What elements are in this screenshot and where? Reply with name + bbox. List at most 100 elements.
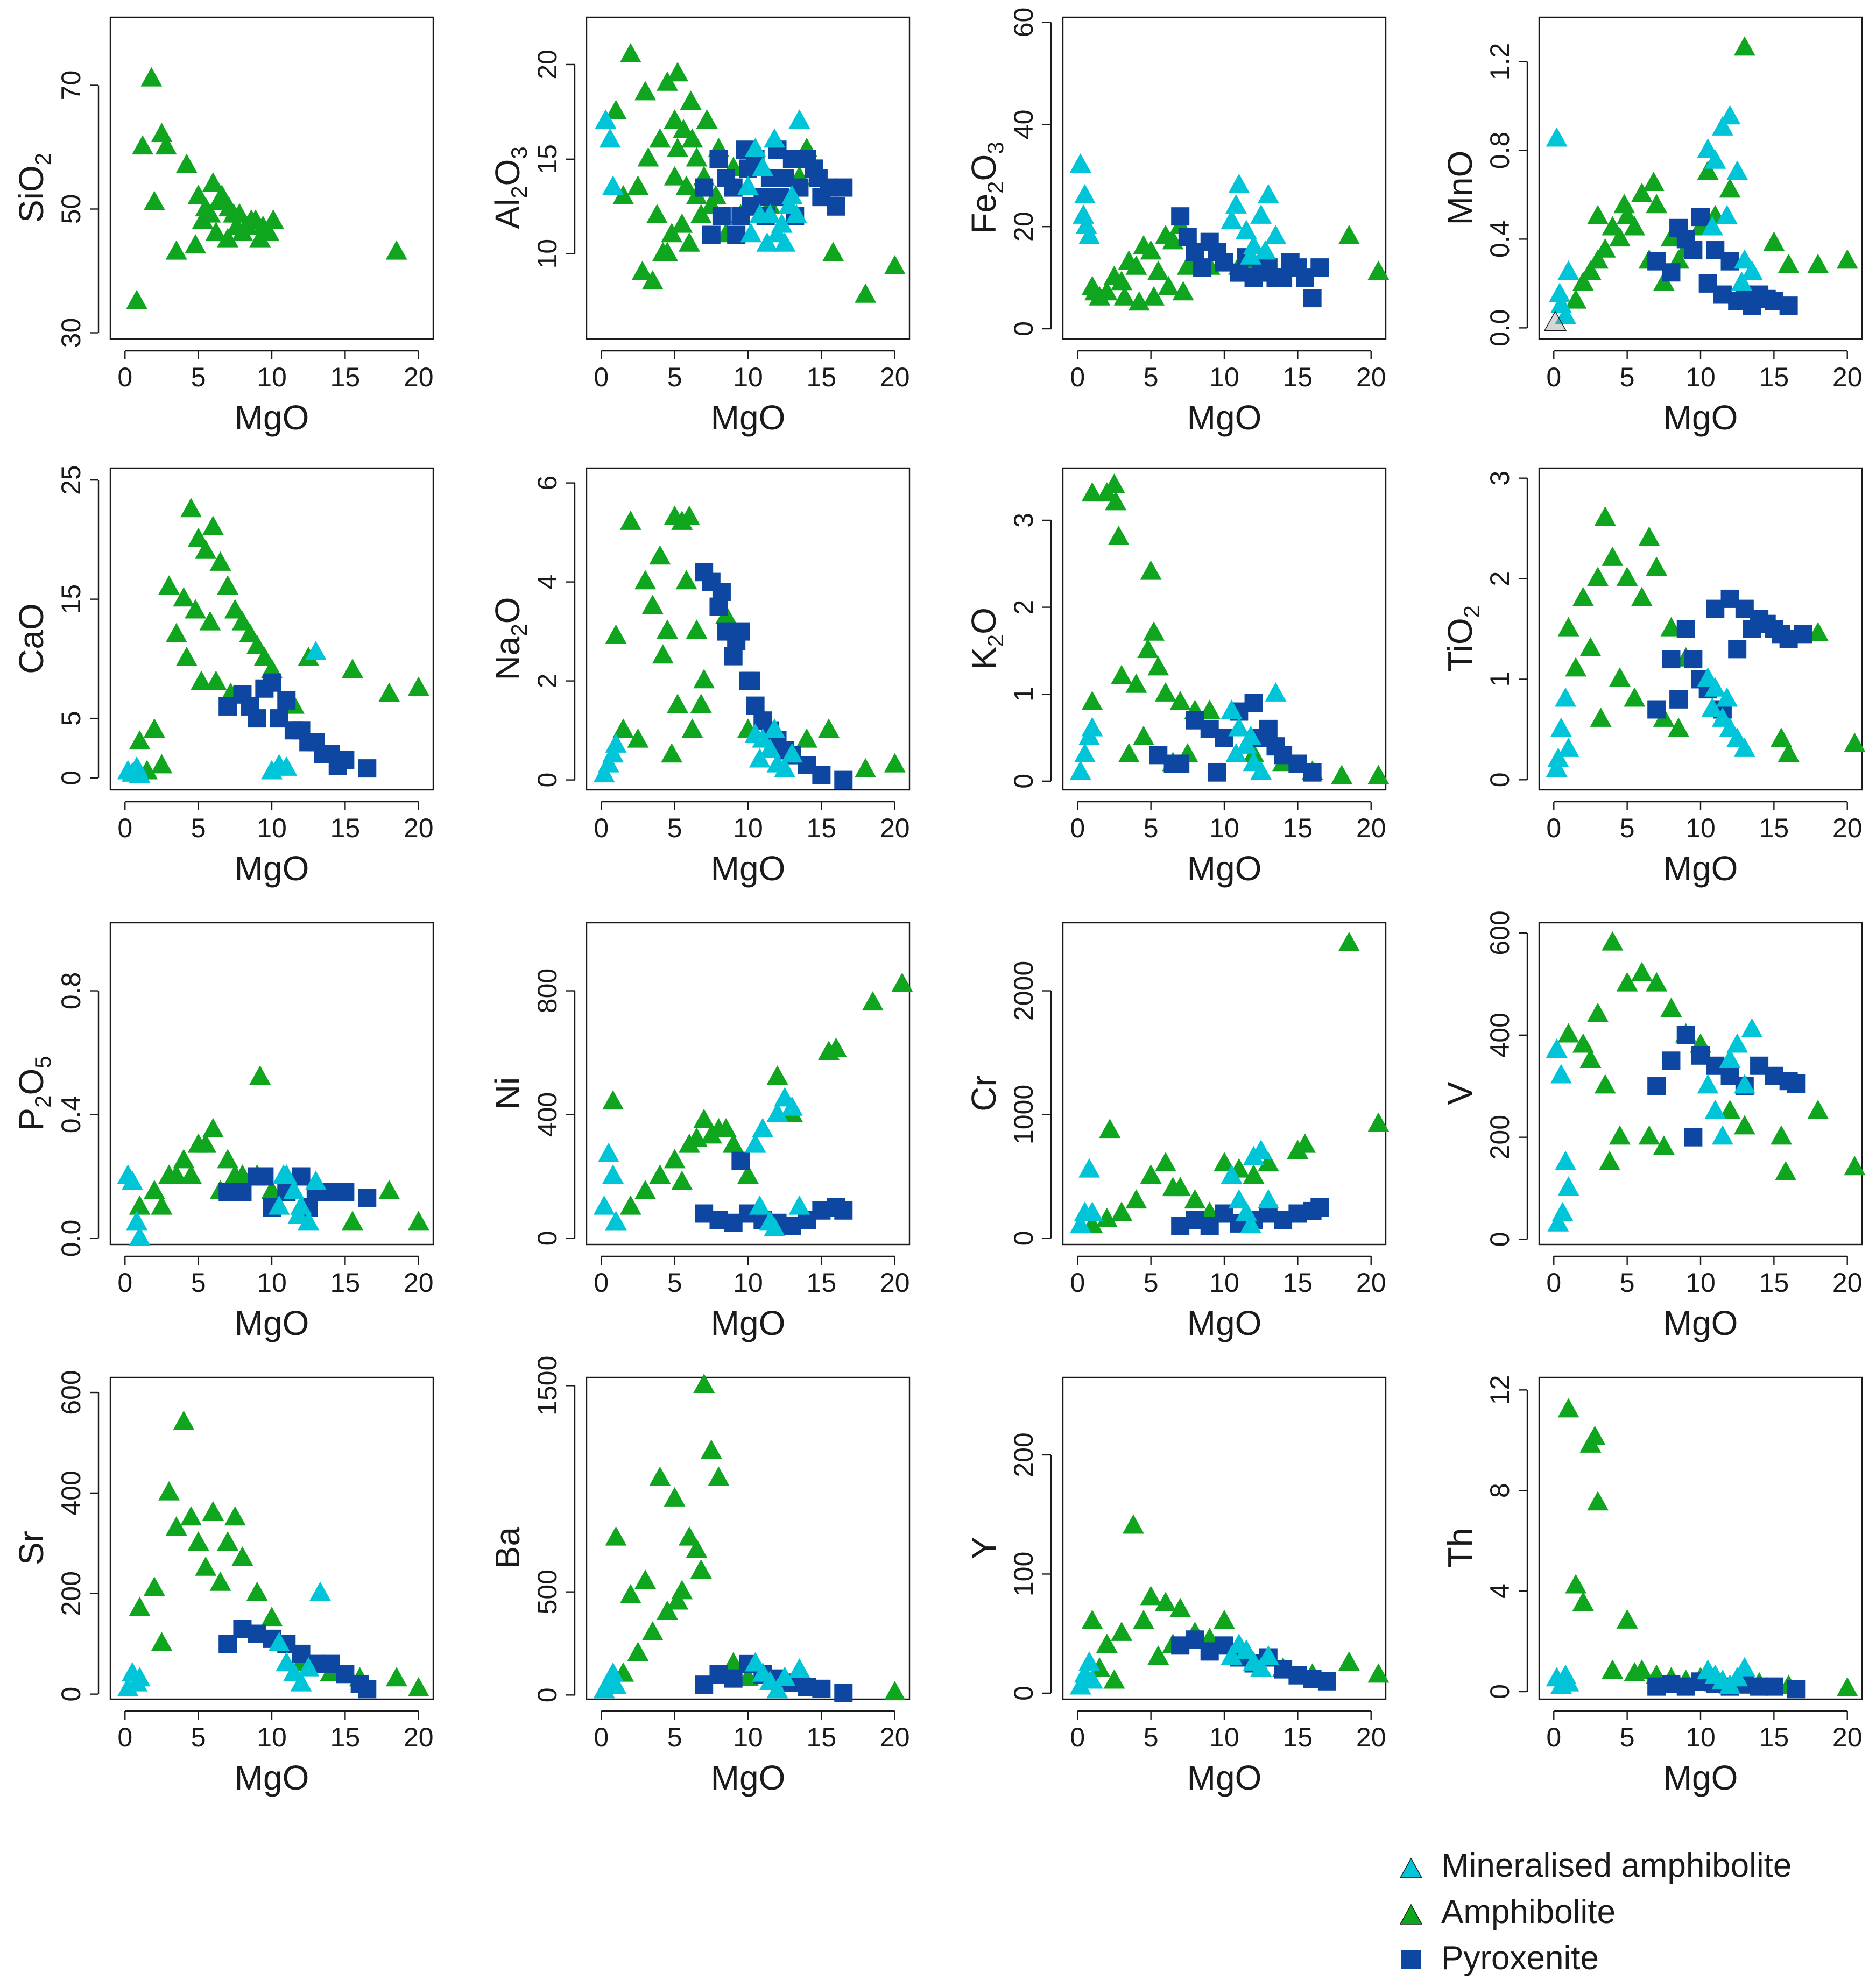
data-point	[597, 1142, 619, 1162]
data-point	[1587, 1002, 1609, 1022]
data-point	[253, 647, 276, 667]
data-point	[737, 1164, 759, 1184]
data-point	[1642, 171, 1665, 191]
data-point	[1243, 235, 1265, 254]
x-tick-label: 10	[1209, 362, 1239, 392]
data-point	[378, 1179, 400, 1199]
data-point	[231, 1546, 253, 1566]
x-tick-label: 5	[1144, 813, 1159, 843]
data-point	[1733, 737, 1755, 757]
data-point	[1147, 1645, 1169, 1665]
data-point	[774, 232, 796, 252]
data-point	[1143, 286, 1165, 306]
data-point	[1250, 204, 1272, 224]
plot-frame	[1538, 1376, 1863, 1700]
data-point	[378, 682, 400, 702]
data-point	[261, 1179, 283, 1199]
x-axis-label: MgO	[235, 1758, 309, 1797]
data-point	[195, 539, 217, 559]
data-point	[834, 770, 853, 789]
data-point	[749, 204, 771, 224]
data-point	[276, 756, 298, 776]
data-point	[1598, 1150, 1620, 1170]
series-amphibolite	[1081, 473, 1390, 784]
data-point	[208, 190, 230, 210]
data-point	[1555, 1150, 1577, 1170]
data-point	[272, 1164, 294, 1184]
data-point	[1118, 743, 1140, 763]
x-tick-label: 0	[117, 362, 132, 392]
data-point	[132, 135, 153, 155]
data-point	[1140, 1586, 1162, 1606]
data-point	[187, 527, 209, 547]
data-point	[151, 1631, 173, 1651]
data-point	[1214, 1609, 1235, 1629]
data-point	[788, 1658, 810, 1678]
data-point	[1631, 961, 1653, 981]
x-tick-label: 10	[257, 1268, 287, 1298]
data-point	[185, 599, 207, 619]
legend-item-amphibolite: Amphibolite	[1399, 1892, 1862, 1938]
data-point	[671, 1170, 693, 1190]
x-axis-label: MgO	[711, 398, 786, 437]
plot-frame	[1538, 922, 1863, 1246]
legend-triangle-icon	[1399, 1857, 1423, 1878]
x-axis-label: MgO	[1663, 1304, 1738, 1342]
data-point	[766, 1065, 788, 1085]
data-point	[1069, 760, 1091, 780]
y-tick-label: 3	[1008, 513, 1039, 528]
plot-frame	[586, 16, 911, 340]
data-point	[649, 128, 671, 148]
data-point	[1257, 183, 1279, 203]
x-tick-label: 5	[667, 1722, 682, 1752]
data-point	[1193, 258, 1212, 277]
data-point	[140, 67, 163, 87]
data-point	[1719, 178, 1741, 198]
data-point	[1198, 699, 1221, 719]
data-point	[1240, 1214, 1262, 1234]
y-tick-label: 2000	[1008, 961, 1039, 1021]
data-point	[652, 644, 674, 664]
data-point	[1572, 271, 1594, 291]
data-point	[627, 1642, 649, 1661]
data-point	[884, 753, 906, 773]
data-point	[1741, 1018, 1763, 1038]
y-tick-label: 3	[1485, 471, 1515, 486]
data-point	[1214, 1152, 1235, 1172]
data-point	[1609, 227, 1631, 247]
x-tick-label: 15	[330, 1268, 361, 1298]
data-point	[619, 510, 641, 530]
data-point	[1638, 526, 1660, 546]
data-point	[1555, 305, 1577, 324]
data-point	[605, 733, 627, 753]
data-point	[1250, 1140, 1272, 1159]
data-point	[1281, 253, 1300, 272]
data-point	[224, 599, 246, 619]
y-tick-label: 0	[532, 1687, 562, 1702]
data-point	[1836, 249, 1858, 269]
x-tick-label: 0	[594, 813, 609, 843]
data-point	[187, 185, 209, 204]
data-point	[593, 763, 615, 783]
y-tick-label: 0	[532, 1231, 562, 1246]
data-point	[759, 738, 781, 758]
data-point	[1154, 1152, 1176, 1172]
y-tick-label: 0	[1485, 772, 1515, 787]
data-point	[262, 209, 284, 229]
y-tick-label: 30	[56, 318, 86, 348]
y-tick-label: 1500	[532, 1356, 562, 1416]
data-point	[1105, 491, 1127, 511]
data-point	[223, 203, 245, 223]
series-mineralised-amphibolite	[593, 1652, 810, 1699]
data-point	[809, 169, 828, 187]
data-point	[1697, 160, 1719, 180]
data-point	[1546, 127, 1568, 147]
data-point	[1676, 1026, 1695, 1044]
x-tick-label: 15	[807, 813, 837, 843]
y-tick-label: 70	[56, 70, 86, 101]
data-point	[231, 611, 253, 631]
data-point	[605, 1674, 627, 1694]
data-point	[1771, 727, 1792, 747]
data-point	[1787, 1680, 1806, 1699]
data-point	[1662, 263, 1681, 282]
